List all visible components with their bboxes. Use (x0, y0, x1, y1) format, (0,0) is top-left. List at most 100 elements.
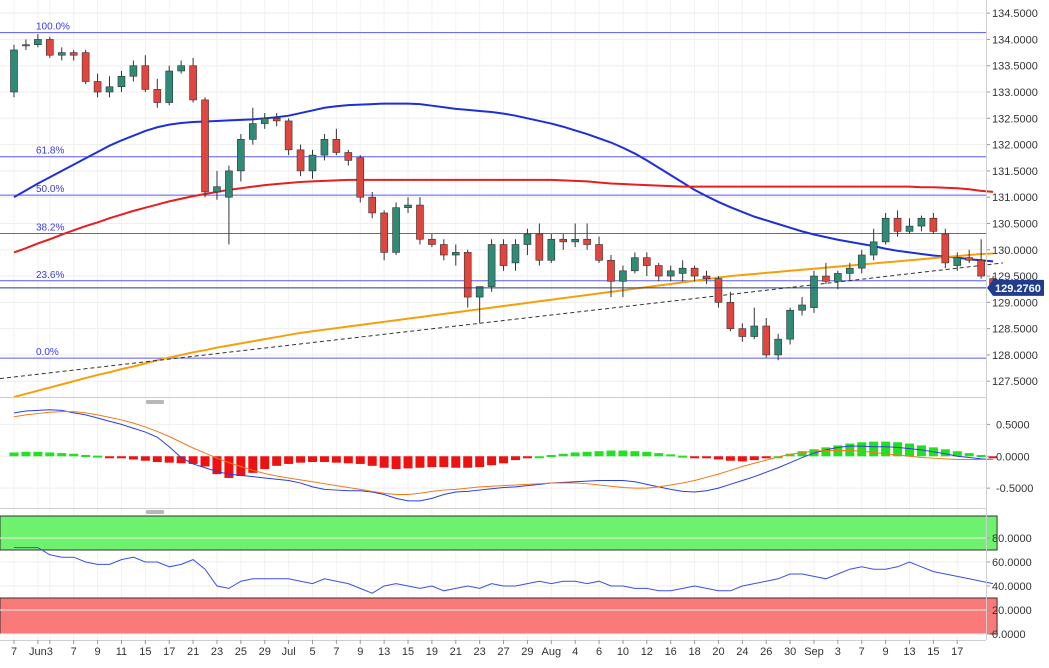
macd-tick-label: 0.0000 (996, 451, 1030, 463)
macd-bar-positive (21, 451, 31, 457)
candle-body-bullish (786, 309, 794, 340)
macd-bar-negative (510, 456, 520, 461)
macd-bar-positive (558, 453, 568, 457)
rsi-panel: 80.0000 60.0000 40.0000 20.0000 0.0000 (0, 515, 1032, 641)
macd-bar-negative (725, 456, 735, 461)
macd-lines (13, 409, 994, 502)
rsi-grid (0, 537, 986, 635)
candlestick (702, 270, 711, 284)
time-tick-label: 11 (116, 646, 127, 658)
macd-bar-positive (630, 451, 640, 457)
macd-bar-negative (343, 456, 353, 464)
candlestick (774, 333, 782, 361)
candle-body-bearish (380, 212, 388, 253)
panel-resize-handle[interactable] (146, 510, 164, 514)
current-price-badge-shape (987, 279, 1044, 296)
time-tick-label: 23 (211, 646, 223, 658)
candle-body-bullish (34, 39, 42, 45)
macd-bar-positive (618, 450, 628, 457)
current-price-badge: 129.2760 (987, 279, 1044, 296)
macd-bar-positive (546, 455, 556, 457)
time-tick-label: 29 (259, 646, 271, 658)
macd-bar-positive (33, 451, 43, 457)
macd-bar-negative (522, 456, 532, 459)
macd-bar-negative (391, 456, 401, 470)
time-tick-label: 21 (187, 646, 199, 658)
candlestick (344, 149, 353, 166)
macd-bar-positive (857, 442, 867, 457)
candle-body-bearish (535, 233, 544, 261)
candlestick (129, 60, 138, 82)
macd-bar-negative (439, 456, 449, 468)
candle-body-bullish (308, 154, 317, 172)
candle-body-bullish (834, 273, 842, 282)
macd-bar-positive (582, 451, 592, 457)
candle-body-bullish (798, 304, 806, 311)
candlestick (845, 262, 854, 282)
macd-bar-positive (916, 445, 926, 457)
moving-average-line (13, 178, 994, 254)
candle-body-bearish (81, 52, 90, 82)
candle-body-bearish (463, 252, 472, 298)
macd-bar-positive (976, 455, 986, 457)
candle-body-bullish (249, 123, 257, 140)
candlestick (213, 170, 221, 200)
candle-body-bearish (822, 275, 830, 282)
macd-bar-negative (224, 456, 234, 478)
trend-line-dashed (0, 262, 1004, 380)
candlestick (105, 76, 114, 98)
candlestick (953, 252, 962, 271)
time-tick-label: 7 (859, 646, 865, 658)
macd-bar-positive (869, 441, 879, 457)
macd-bar-negative (128, 456, 138, 460)
candle-body-bullish (213, 186, 221, 193)
candlestick (332, 128, 341, 156)
candle-body-bearish (46, 39, 54, 56)
candle-body-bullish (165, 70, 174, 103)
macd-bar-positive (57, 453, 67, 457)
candle-body-bullish (905, 225, 914, 232)
price-tick-label: 130.0000 (992, 245, 1038, 257)
macd-bar-negative (367, 456, 377, 466)
candlestick (726, 291, 735, 332)
candlestick (762, 318, 771, 358)
candle-body-bearish (344, 152, 353, 161)
time-tick-label: 18 (688, 646, 700, 658)
macd-bar-negative (737, 456, 747, 462)
candlestick (881, 212, 890, 245)
price-tick-label: 133.5000 (992, 61, 1038, 73)
candlestick (690, 265, 699, 282)
candle-body-bearish (69, 52, 78, 56)
current-price-label: 129.2760 (995, 283, 1041, 295)
macd-bar-positive (570, 452, 580, 457)
candle-body-bullish (105, 86, 114, 93)
panel-resize-handle[interactable] (146, 400, 164, 404)
candlestick (798, 297, 806, 316)
time-tick-label: 3 (47, 646, 53, 658)
candlestick (810, 270, 818, 313)
candle-body-bearish (929, 217, 938, 232)
candle-body-bearish (332, 139, 341, 153)
rsi-tick-label: 40.0000 (992, 581, 1032, 593)
trend-line (0, 262, 1004, 380)
fib-level-label: 100.0% (36, 22, 70, 33)
candlesticks (10, 34, 997, 361)
candlestick (786, 307, 794, 345)
candle-body-bearish (356, 157, 365, 198)
candle-body-bullish (392, 207, 400, 253)
macd-bar-positive (881, 441, 891, 457)
candle-body-bearish (762, 325, 771, 356)
candlestick (487, 239, 496, 292)
macd-bar-positive (69, 453, 79, 457)
candle-body-bearish (368, 196, 377, 214)
candle-body-bullish (810, 275, 818, 308)
candlestick (714, 276, 723, 308)
candlestick (595, 236, 603, 263)
macd-bar-negative (427, 456, 437, 468)
macd-bar-positive (952, 451, 962, 457)
time-tick-label: 24 (736, 646, 748, 658)
price-tick-label: 133.0000 (992, 87, 1038, 99)
candle-body-bullish (869, 241, 878, 256)
candle-body-bullish (631, 257, 639, 272)
